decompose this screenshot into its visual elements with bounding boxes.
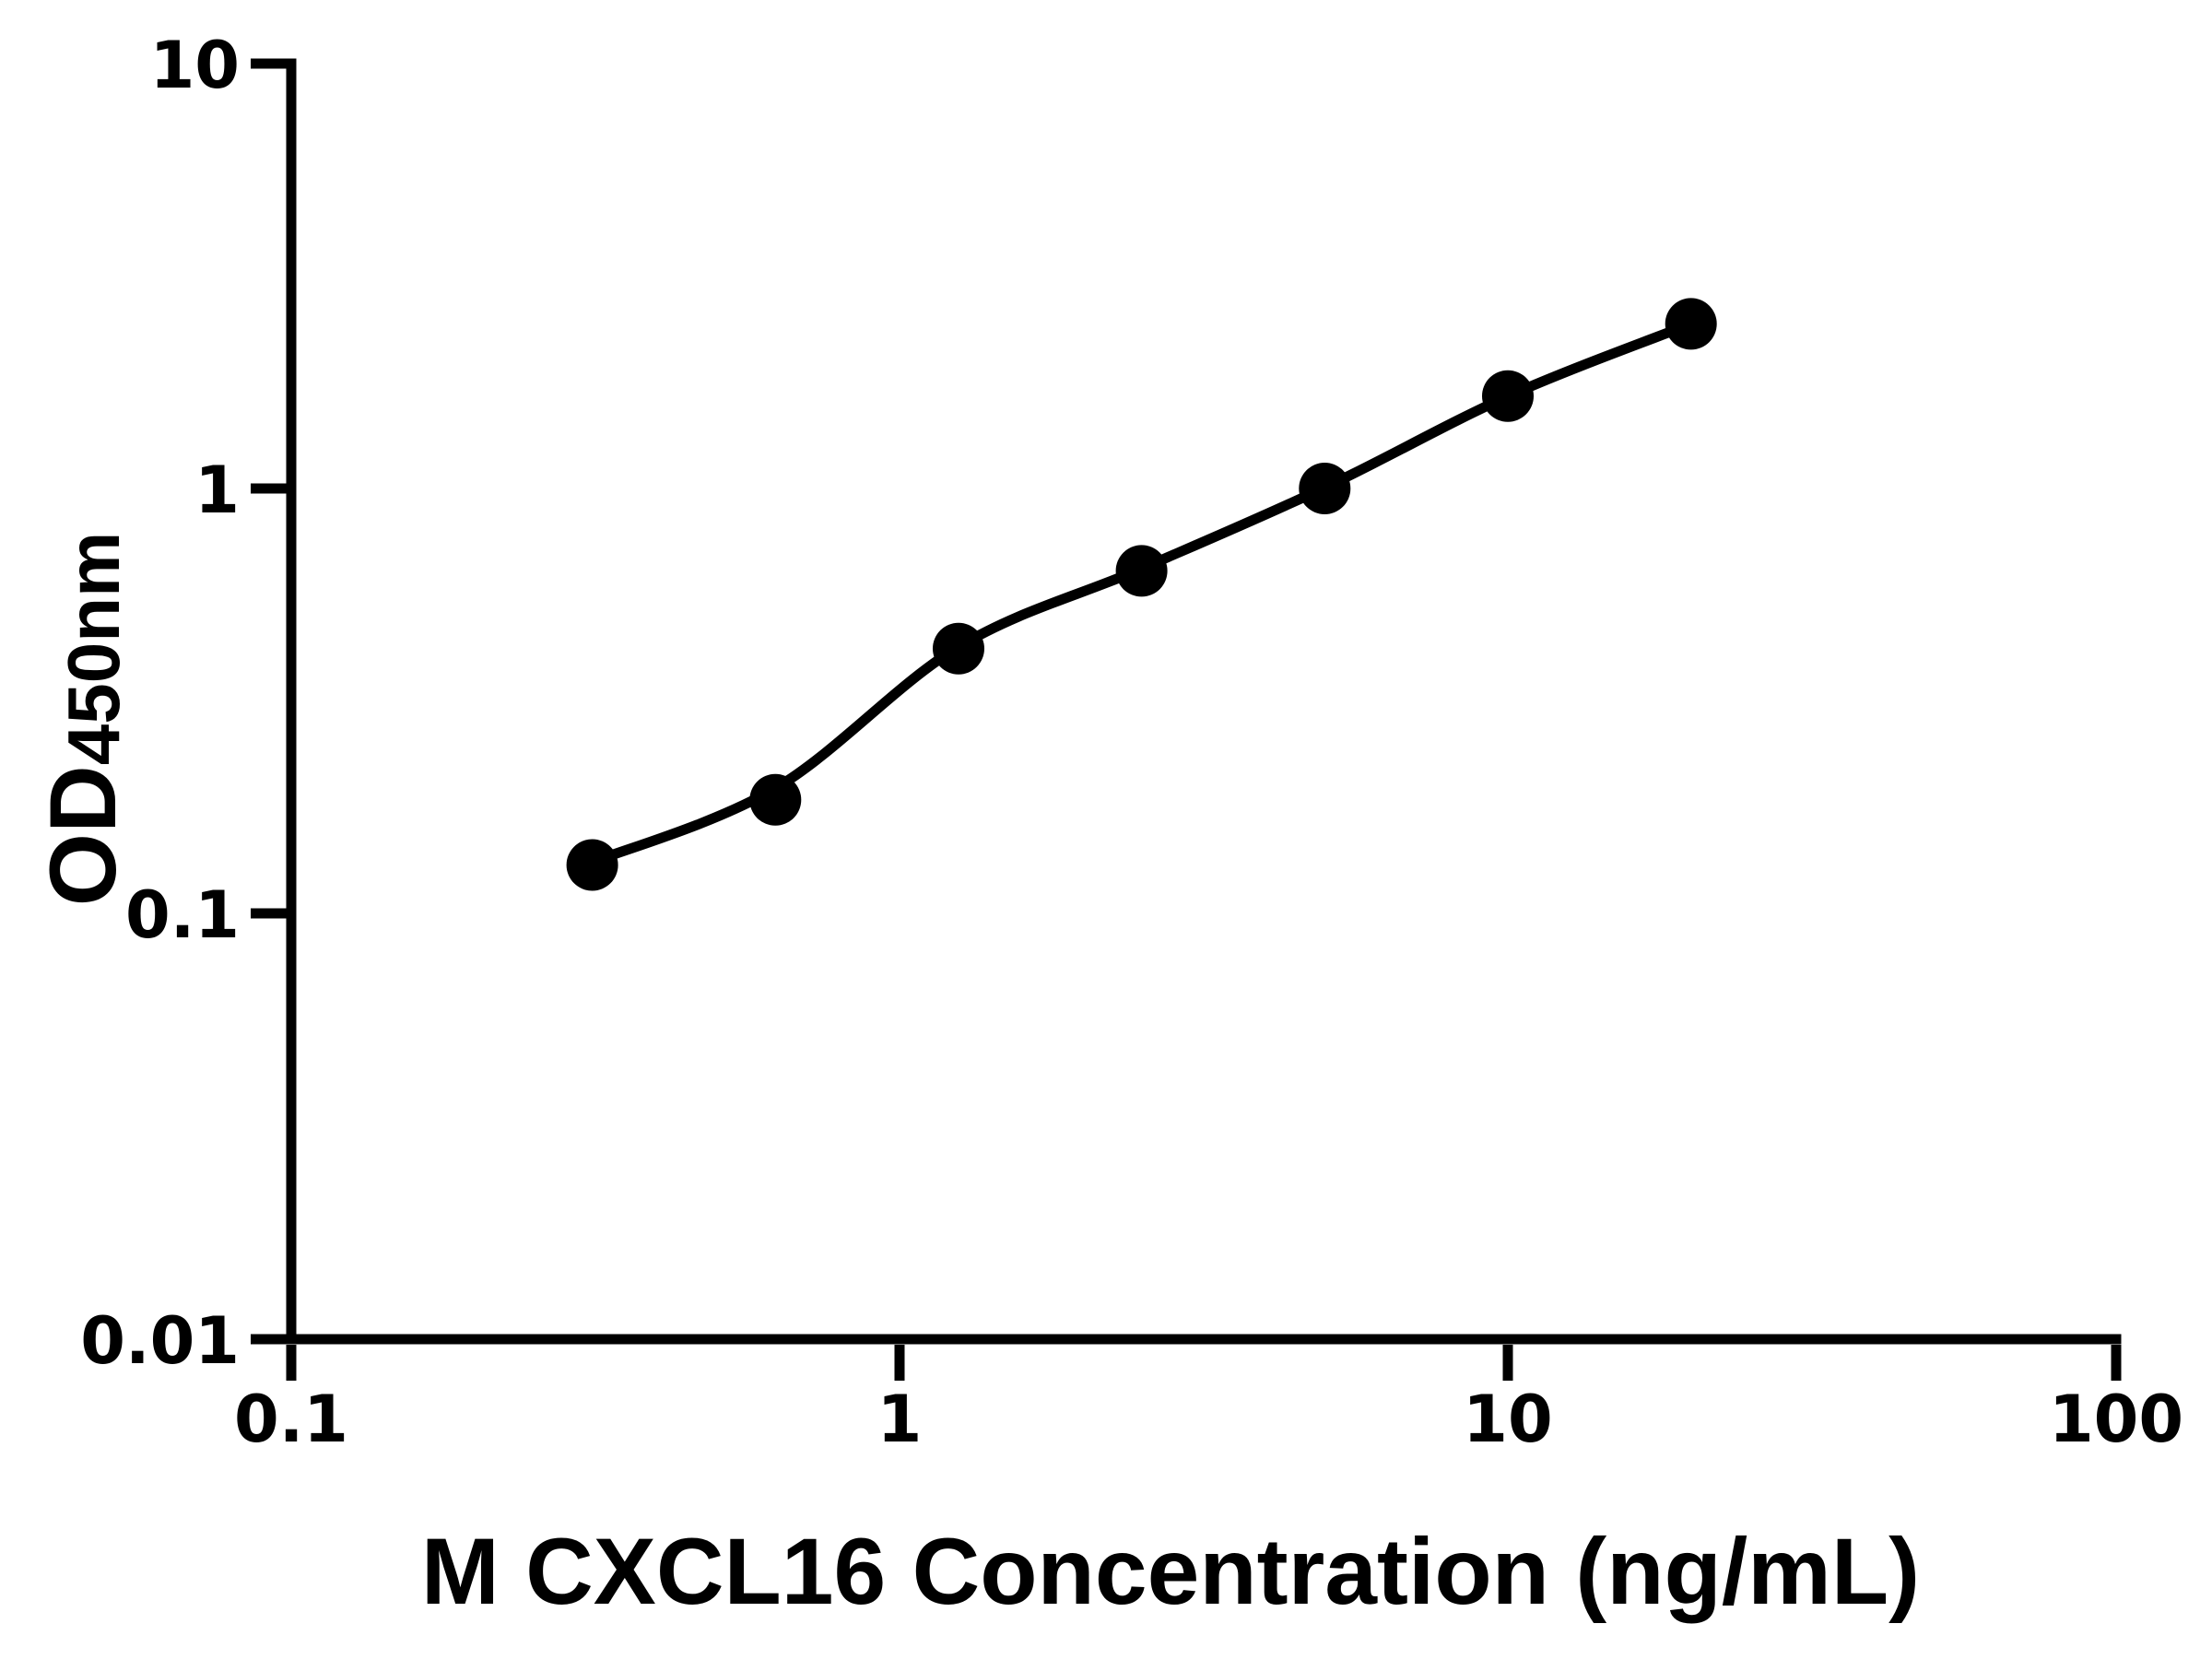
data-point-marker bbox=[1115, 545, 1168, 597]
y-axis-title-main: OD bbox=[30, 765, 135, 906]
data-point-marker bbox=[1482, 370, 1534, 422]
data-point-marker bbox=[1299, 463, 1351, 514]
data-point-marker bbox=[1665, 298, 1717, 350]
y-axis: 10 1 0.1 0.01 bbox=[80, 28, 297, 1379]
x-tick-label: 1 bbox=[877, 1382, 923, 1457]
x-tick-label: 100 bbox=[2049, 1382, 2183, 1457]
y-axis-title: OD450nm bbox=[30, 532, 135, 906]
y-tick-label: 0.1 bbox=[125, 877, 240, 953]
x-tick-label: 10 bbox=[1463, 1382, 1552, 1457]
x-tick-label: 0.1 bbox=[234, 1382, 348, 1457]
y-tick-label: 0.01 bbox=[80, 1303, 240, 1379]
y-tick-label: 1 bbox=[194, 453, 240, 528]
y-axis-title-sub: 450nm bbox=[53, 532, 135, 765]
y-tick-label: 10 bbox=[150, 28, 240, 103]
data-point-marker bbox=[749, 773, 802, 826]
x-axis-title: M CXCL16 Concentration (ng/mL) bbox=[421, 1519, 1920, 1624]
data-point-marker bbox=[933, 622, 984, 675]
data-point-marker bbox=[566, 839, 618, 891]
x-axis: 0.1 1 10 100 bbox=[234, 1334, 2183, 1457]
series-layer bbox=[566, 298, 1717, 891]
